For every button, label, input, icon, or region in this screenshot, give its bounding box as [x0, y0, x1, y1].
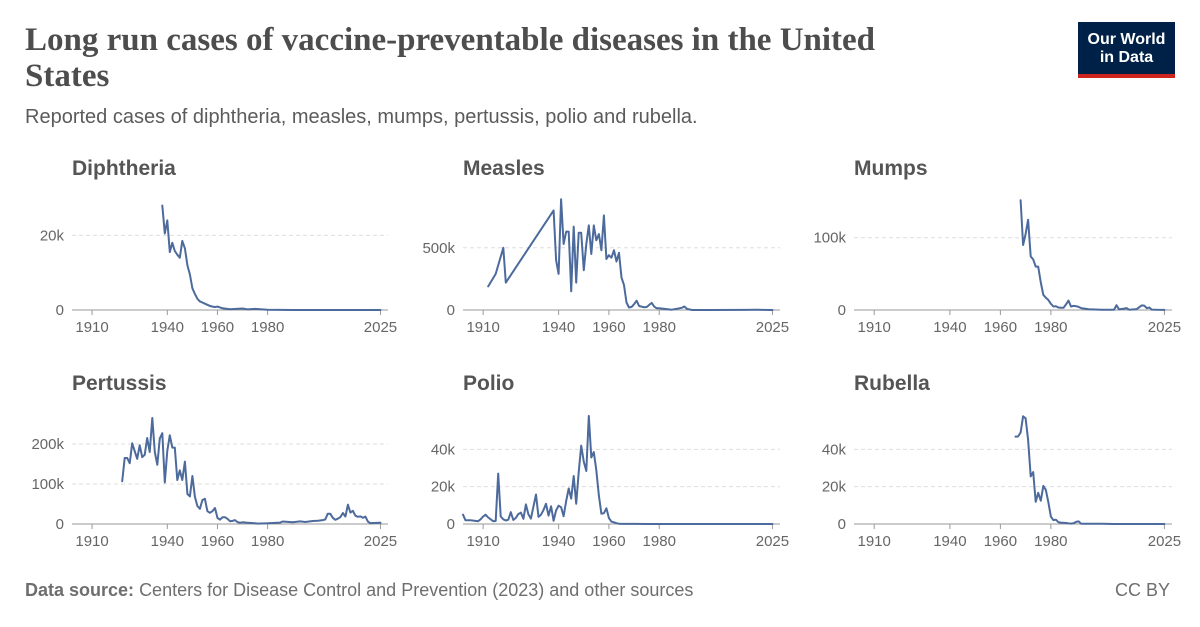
panel-title-pertussis: Pertussis [72, 372, 167, 395]
x-tick-label-pertussis: 1960 [201, 533, 234, 550]
series-line-measles [487, 198, 774, 311]
x-tick-label-diphtheria: 1940 [151, 319, 184, 336]
series-line-polio [462, 414, 774, 525]
logo-line-2: in Data [1099, 49, 1154, 66]
x-tick-label-mumps: 1960 [984, 319, 1017, 336]
panel-title-mumps: Mumps [854, 157, 928, 180]
x-tick-label-pertussis: 1980 [251, 533, 284, 550]
source-label: Data source: [25, 580, 135, 600]
x-tick-label-mumps: 1980 [1034, 319, 1067, 336]
y-tick-label-polio: 0 [447, 516, 455, 533]
y-tick-label-rubella: 40k [822, 441, 847, 458]
owid-logo[interactable]: Our World in Data [1078, 22, 1175, 78]
panel-polio: Polio 0 20k 40k 1910 1940 1960 1980 2025 [431, 372, 789, 550]
x-tick-label-measles: 1910 [466, 319, 499, 336]
x-tick-label-measles: 2025 [756, 319, 789, 336]
x-tick-label-mumps: 2025 [1148, 319, 1181, 336]
series-line-rubella [1014, 415, 1166, 525]
panel-title-rubella: Rubella [854, 372, 930, 395]
x-tick-label-polio: 1910 [466, 533, 499, 550]
x-tick-label-rubella: 1940 [933, 533, 966, 550]
series-line-mumps [1019, 199, 1166, 311]
chart-subtitle: Reported cases of diphtheria, measles, m… [25, 106, 698, 128]
panel-measles: Measles 0 500k 1910 1940 1960 1980 2025 [422, 157, 789, 336]
x-tick-label-mumps: 1940 [933, 319, 966, 336]
x-tick-label-polio: 1980 [643, 533, 676, 550]
chart-title: Long run cases of vaccine-preventable di… [25, 22, 876, 94]
series-line-diphtheria [161, 204, 382, 311]
panel-title-polio: Polio [463, 372, 514, 395]
y-tick-label-polio: 20k [431, 479, 456, 496]
x-tick-label-measles: 1980 [643, 319, 676, 336]
panel-title-diphtheria: Diphtheria [72, 157, 176, 180]
x-tick-label-pertussis: 1940 [151, 533, 184, 550]
y-tick-label-pertussis: 0 [56, 516, 64, 533]
x-tick-label-diphtheria: 1960 [201, 319, 234, 336]
y-tick-label-diphtheria: 20k [40, 227, 65, 244]
x-tick-label-mumps: 1910 [858, 319, 891, 336]
y-tick-label-rubella: 20k [822, 479, 847, 496]
y-tick-label-measles: 0 [447, 302, 455, 319]
x-tick-label-polio: 1940 [542, 533, 575, 550]
x-tick-label-rubella: 1980 [1034, 533, 1067, 550]
y-tick-label-pertussis: 100k [31, 476, 64, 493]
y-tick-label-measles: 500k [422, 240, 455, 257]
y-tick-label-mumps: 100k [813, 230, 846, 247]
x-tick-label-rubella: 2025 [1148, 533, 1181, 550]
x-tick-label-pertussis: 1910 [75, 533, 108, 550]
series-line-pertussis [121, 417, 382, 525]
x-tick-label-polio: 1960 [592, 533, 625, 550]
x-tick-label-polio: 2025 [756, 533, 789, 550]
y-tick-label-diphtheria: 0 [56, 302, 64, 319]
source-text[interactable]: Centers for Disease Control and Preventi… [139, 580, 694, 600]
y-tick-label-mumps: 0 [838, 302, 846, 319]
license-link[interactable]: CC BY [1114, 580, 1170, 600]
x-tick-label-measles: 1940 [542, 319, 575, 336]
y-tick-label-polio: 40k [431, 441, 456, 458]
x-tick-label-diphtheria: 2025 [364, 319, 397, 336]
x-tick-label-measles: 1960 [592, 319, 625, 336]
x-tick-label-rubella: 1960 [984, 533, 1017, 550]
x-tick-label-rubella: 1910 [858, 533, 891, 550]
panel-rubella: Rubella 0 20k 40k 1910 1940 1960 1980 2025 [822, 372, 1181, 550]
x-tick-label-pertussis: 2025 [364, 533, 397, 550]
y-tick-label-pertussis: 200k [31, 436, 64, 453]
panel-mumps: Mumps 0 100k 1910 1940 1960 1980 2025 [813, 157, 1181, 336]
panel-diphtheria: Diphtheria 0 20k 1910 1940 1960 1980 2025 [40, 157, 397, 336]
y-tick-label-rubella: 0 [838, 516, 846, 533]
panel-pertussis: Pertussis 0 100k 200k 1910 1940 1960 1980 2025 [31, 372, 397, 550]
logo-line-1: Our World [1087, 31, 1166, 48]
panel-title-measles: Measles [463, 157, 545, 180]
data-source: Data source: Centers for Disease Control… [25, 580, 693, 601]
x-tick-label-diphtheria: 1910 [75, 319, 108, 336]
x-tick-label-diphtheria: 1980 [251, 319, 284, 336]
